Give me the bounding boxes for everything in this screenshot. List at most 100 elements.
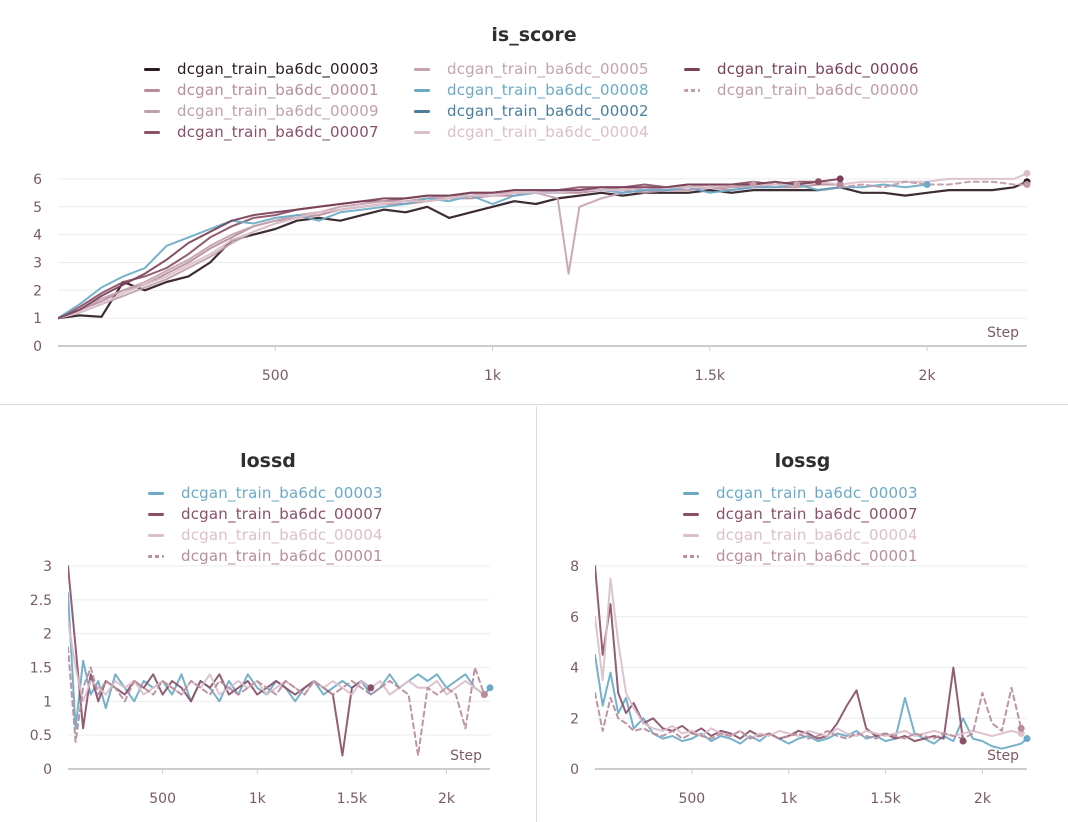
- x-tick-label: 2k: [974, 791, 992, 807]
- legend-label: dcgan_train_ba6dc_00004: [181, 526, 383, 544]
- legend-item[interactable]: dcgan_train_ba6dc_00008: [414, 81, 649, 99]
- legend-item[interactable]: dcgan_train_ba6dc_00003: [683, 484, 918, 502]
- y-tick-label: 2.5: [30, 593, 52, 609]
- x-tick-label: 1k: [780, 791, 798, 807]
- series-line-dcgan_train_ba6dc_00001[interactable]: [68, 646, 486, 757]
- series-line-dcgan_train_ba6dc_00003[interactable]: [58, 180, 1029, 320]
- x-tick-label: 1k: [249, 791, 267, 807]
- series-endpoint-dcgan_train_ba6dc_00006: [836, 175, 844, 183]
- legend-item[interactable]: dcgan_train_ba6dc_00009: [144, 102, 379, 120]
- legend-swatch: [144, 88, 160, 92]
- legend-swatch: [683, 554, 699, 558]
- series-line-dcgan_train_ba6dc_00001[interactable]: [58, 183, 842, 320]
- lossg-chart[interactable]: 0 2 4 6 8 500 1k 1.5k 2k Step: [537, 406, 1068, 822]
- y-tick-label: 1: [43, 694, 52, 710]
- legend-swatch: [148, 533, 164, 537]
- is-score-chart[interactable]: 0 1 2 3 4 5 6 500 1k 1.5k 2k Step: [0, 0, 1068, 404]
- y-tick-label: 3: [43, 559, 52, 575]
- series-endpoint-dcgan_train_ba6dc_00009: [749, 180, 757, 188]
- series-line-dcgan_train_ba6dc_00007[interactable]: [68, 565, 372, 757]
- x-axis-label: Step: [987, 325, 1019, 341]
- series-line-dcgan_train_ba6dc_00005[interactable]: [58, 183, 798, 320]
- series-endpoint-dcgan_train_ba6dc_00000: [1023, 180, 1031, 188]
- series-line-dcgan_train_ba6dc_00007[interactable]: [595, 565, 965, 743]
- x-tick-label: 2k: [919, 368, 937, 384]
- legend-swatch: [683, 533, 699, 537]
- legend-label: dcgan_train_ba6dc_00001: [181, 547, 383, 565]
- legend-item[interactable]: dcgan_train_ba6dc_00004: [683, 526, 918, 544]
- y-tick-label: 6: [33, 172, 42, 188]
- legend-label: dcgan_train_ba6dc_00006: [717, 60, 919, 78]
- x-tick-label: 2k: [438, 791, 456, 807]
- series-line-dcgan_train_ba6dc_00008[interactable]: [58, 183, 929, 320]
- x-tick-label: 1.5k: [337, 791, 368, 807]
- series-line-dcgan_train_ba6dc_00007[interactable]: [58, 180, 820, 320]
- legend-label: dcgan_train_ba6dc_00001: [177, 81, 379, 99]
- lossg-title: lossg: [774, 450, 831, 472]
- legend-label: dcgan_train_ba6dc_00004: [716, 526, 918, 544]
- legend-item[interactable]: dcgan_train_ba6dc_00001: [144, 81, 379, 99]
- y-tick-label: 3: [33, 255, 42, 271]
- y-tick-label: 2: [33, 283, 42, 299]
- legend-item[interactable]: dcgan_train_ba6dc_00004: [148, 526, 383, 544]
- legend-swatch: [414, 130, 430, 134]
- series-endpoint-dcgan_train_ba6dc_00004: [1023, 169, 1031, 177]
- is-score-title: is_score: [491, 24, 577, 46]
- y-tick-label: 0: [570, 762, 579, 778]
- legend-swatch: [144, 67, 160, 71]
- y-tick-label: 1: [33, 311, 42, 327]
- legend-label: dcgan_train_ba6dc_00000: [717, 81, 919, 99]
- legend-item[interactable]: dcgan_train_ba6dc_00002: [414, 102, 649, 120]
- y-tick-label: 1.5: [30, 661, 52, 677]
- legend-item[interactable]: dcgan_train_ba6dc_00003: [148, 484, 383, 502]
- series-endpoint-dcgan_train_ba6dc_00003: [486, 684, 494, 692]
- series-group: [58, 172, 1029, 320]
- legend-item[interactable]: dcgan_train_ba6dc_00007: [144, 123, 379, 141]
- y-tick-label: 4: [570, 661, 579, 677]
- series-line-dcgan_train_ba6dc_00003[interactable]: [68, 592, 491, 730]
- y-tick-label: 5: [33, 200, 42, 216]
- legend-label: dcgan_train_ba6dc_00003: [716, 484, 918, 502]
- series-line-dcgan_train_ba6dc_00006[interactable]: [58, 177, 842, 320]
- legend-item[interactable]: dcgan_train_ba6dc_00000: [684, 81, 919, 99]
- legend-item[interactable]: dcgan_train_ba6dc_00007: [683, 505, 918, 523]
- legend-item[interactable]: dcgan_train_ba6dc_00007: [148, 505, 383, 523]
- series-endpoint-dcgan_train_ba6dc_00008: [923, 180, 931, 188]
- y-tick-label: 2: [43, 627, 52, 643]
- legend-swatch: [144, 109, 160, 113]
- legend-item[interactable]: dcgan_train_ba6dc_00003: [144, 60, 379, 78]
- series-endpoint-dcgan_train_ba6dc_00003: [1023, 735, 1031, 743]
- legend-label: dcgan_train_ba6dc_00007: [716, 505, 918, 523]
- lossd-title: lossd: [240, 450, 296, 472]
- legend-swatch: [414, 109, 430, 113]
- legend-item[interactable]: dcgan_train_ba6dc_00005: [414, 60, 649, 78]
- legend-swatch: [683, 491, 699, 495]
- legend-swatch: [684, 67, 700, 71]
- x-tick-label: 500: [678, 791, 705, 807]
- legend-swatch: [683, 512, 699, 516]
- series-line-dcgan_train_ba6dc_00004[interactable]: [595, 577, 1023, 740]
- series-endpoint-dcgan_train_ba6dc_00007: [959, 737, 967, 745]
- legend-label: dcgan_train_ba6dc_00009: [177, 102, 379, 120]
- legend-item[interactable]: dcgan_train_ba6dc_00001: [148, 547, 383, 565]
- legend-item[interactable]: dcgan_train_ba6dc_00004: [414, 123, 649, 141]
- lossd-panel: lossd dcgan_train_ba6dc_00003 dcgan_train…: [0, 406, 537, 822]
- legend-label: dcgan_train_ba6dc_00004: [447, 123, 649, 141]
- x-axis-label: Step: [987, 748, 1019, 764]
- series-group: [68, 565, 491, 757]
- series-line-dcgan_train_ba6dc_00004[interactable]: [58, 172, 1028, 320]
- y-tick-label: 0.5: [30, 728, 52, 744]
- legend-item[interactable]: dcgan_train_ba6dc_00001: [683, 547, 918, 565]
- legend-label: dcgan_train_ba6dc_00007: [177, 123, 379, 141]
- legend-label: dcgan_train_ba6dc_00008: [447, 81, 649, 99]
- y-tick-label: 0: [43, 762, 52, 778]
- legend-label: dcgan_train_ba6dc_00002: [447, 102, 649, 120]
- series-line-dcgan_train_ba6dc_00001[interactable]: [595, 686, 1023, 740]
- lossd-chart[interactable]: 0 0.5 1 1.5 2 2.5 3 500 1k 1.5k 2k Step: [0, 406, 536, 822]
- legend-item[interactable]: dcgan_train_ba6dc_00006: [684, 60, 919, 78]
- series-endpoint-dcgan_train_ba6dc_00007: [367, 684, 375, 692]
- series-line-dcgan_train_ba6dc_00000[interactable]: [839, 180, 1028, 189]
- series-group: [595, 565, 1028, 750]
- series-line-dcgan_train_ba6dc_00003[interactable]: [595, 653, 1028, 750]
